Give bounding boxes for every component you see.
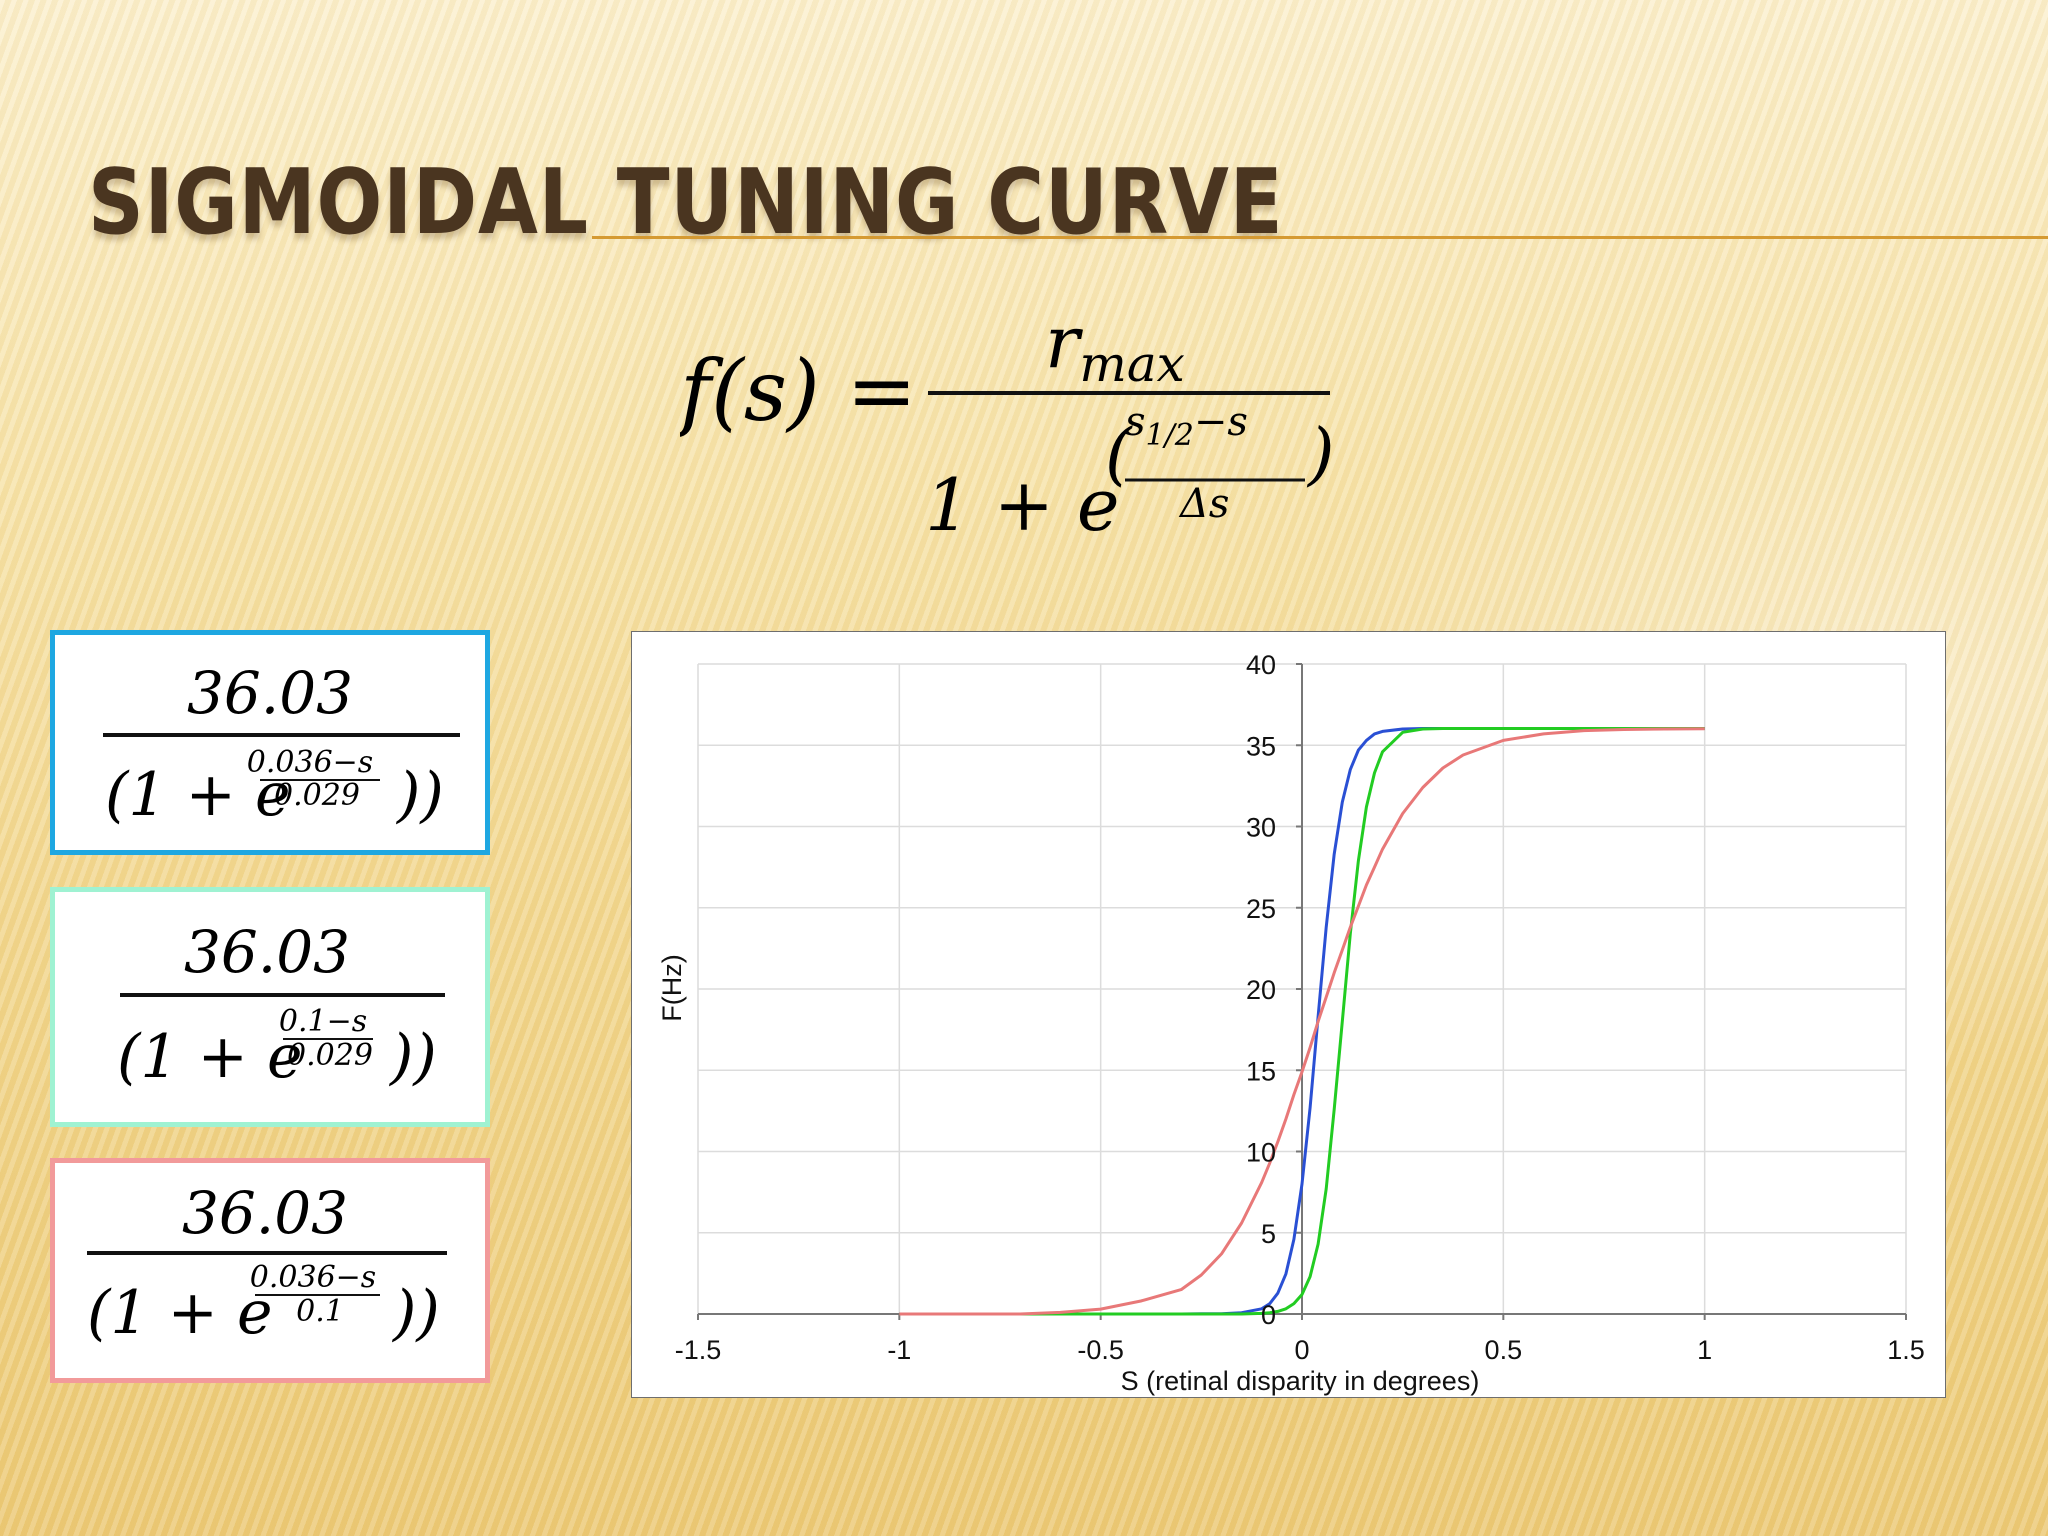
y-tick-label: 25 (1246, 894, 1276, 924)
formula-exponent-numerator: s1/2−s (1125, 399, 1248, 453)
y-tick-label: 0 (1261, 1300, 1276, 1330)
y-tick-label: 15 (1246, 1056, 1276, 1086)
box-lead: (1 + e (117, 1022, 303, 1092)
chart-panel: 0 5 10 15 20 25 30 35 40 -1.5 -1 -0.5 0 0.5 1 1.5 S (re… (631, 631, 1946, 1398)
box-exponent-denominator: 0.1 (296, 1294, 344, 1329)
x-tick-label: -1 (887, 1335, 911, 1365)
box-numerator: 36.03 (182, 1179, 348, 1247)
x-tick-label: -1.5 (675, 1335, 722, 1365)
formula-numerator: rmax (1045, 305, 1185, 393)
formula-box-blue: 36.03 (1 + e 0.036−s 0.029 )) (50, 630, 490, 855)
y-tick-label: 30 (1246, 813, 1276, 843)
main-formula: f(s) = rmax 1 + e ( s1/2−s Δs ) (680, 305, 1335, 547)
box-exponent-numerator: 0.036−s (247, 745, 373, 780)
box-exponent-numerator: 0.036−s (250, 1260, 376, 1295)
x-tick-label: 0.5 (1485, 1335, 1523, 1365)
x-tick-label: -0.5 (1077, 1335, 1124, 1365)
x-axis-title: S (retinal disparity in degrees) (1121, 1366, 1480, 1396)
box-exponent-denominator: 0.029 (274, 778, 360, 813)
formula-box-mint: 36.03 (1 + e 0.1−s 0.029 )) (50, 887, 490, 1127)
slide-title: SIGMOIDAL TUNING CURVE (88, 150, 1284, 255)
box-numerator: 36.03 (184, 918, 350, 986)
y-tick-label: 5 (1261, 1219, 1276, 1249)
y-tick-label: 10 (1246, 1138, 1276, 1168)
formula-exponent-denominator: Δs (1178, 481, 1229, 527)
box-numerator: 36.03 (187, 659, 353, 727)
title-divider (592, 236, 2048, 239)
y-tick-label: 40 (1246, 650, 1276, 680)
sigmoid-chart: 0 5 10 15 20 25 30 35 40 -1.5 -1 -0.5 0 0.5 1 1.5 S (re… (657, 650, 1925, 1396)
formula-denominator-base: 1 + e (925, 463, 1120, 547)
y-axis-title: F(Hz) (657, 954, 687, 1021)
formula-box-pink: 36.03 (1 + e 0.036−s 0.1 )) (50, 1158, 490, 1383)
box-tail: )) (388, 1022, 437, 1092)
chart-ticks: 0 5 10 15 20 25 30 35 40 -1.5 -1 -0.5 0 0.5 1 1.5 (675, 650, 1925, 1365)
y-tick-label: 35 (1246, 731, 1276, 761)
formula-close-paren: ) (1306, 415, 1335, 494)
box-lead: (1 + e (105, 760, 291, 830)
series-line-2 (899, 727, 1705, 1316)
series-line-3 (899, 727, 1705, 1316)
box-lead: (1 + e (87, 1278, 273, 1348)
x-tick-label: 1.5 (1887, 1335, 1925, 1365)
box-tail: )) (391, 1278, 440, 1348)
chart-series (899, 727, 1705, 1316)
box-exponent-numerator: 0.1−s (279, 1004, 367, 1039)
formula-lhs: f(s) = (680, 342, 917, 440)
x-tick-label: 1 (1697, 1335, 1712, 1365)
box-tail: )) (395, 760, 444, 830)
y-tick-label: 20 (1246, 975, 1276, 1005)
box-exponent-denominator: 0.029 (287, 1038, 373, 1073)
x-tick-label: 0 (1294, 1335, 1309, 1365)
chart-axes (697, 663, 1907, 1320)
